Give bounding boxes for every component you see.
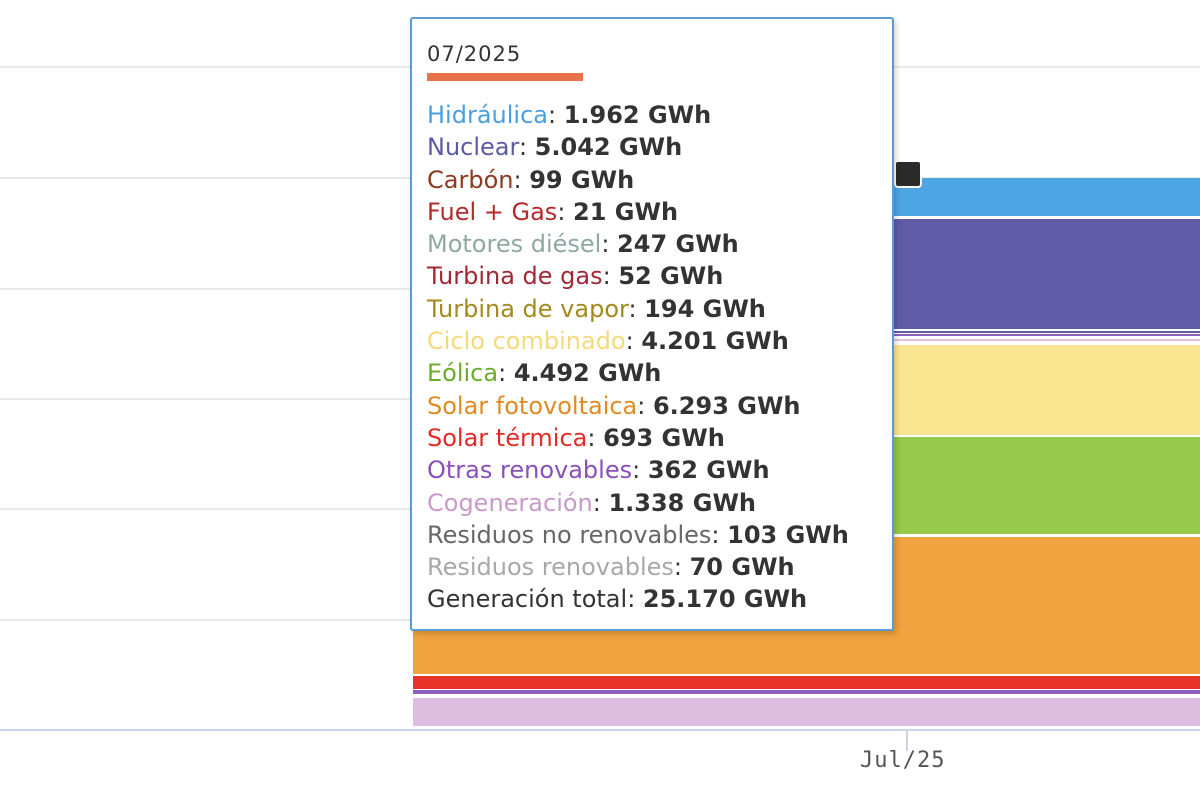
series-value: 247 GWh	[617, 230, 739, 259]
separator: :	[711, 520, 728, 549]
series-value: 4.492 GWh	[513, 359, 662, 388]
series-name: Nuclear	[427, 133, 519, 162]
separator: :	[592, 488, 609, 517]
tooltip-row: Solar térmica: 693 GWh	[427, 422, 878, 454]
separator: :	[498, 359, 514, 388]
series-name: Ciclo combinado	[427, 327, 626, 356]
series-name: Carbón	[427, 165, 514, 194]
area-band	[413, 676, 1200, 689]
series-value: 21 GWh	[573, 197, 679, 226]
separator: :	[587, 423, 604, 452]
series-name: Solar fotovoltaica	[427, 391, 638, 420]
series-name: Motores diésel	[427, 230, 602, 259]
series-value: 693 GWh	[603, 423, 725, 452]
area-band	[413, 698, 1200, 726]
series-value: 5.042 GWh	[534, 133, 683, 162]
tooltip-series-list: Hidráulica: 1.962 GWh Nuclear: 5.042 GWh C…	[427, 99, 878, 616]
series-name: Generación total	[427, 585, 628, 614]
separator: :	[547, 101, 564, 129]
series-value: 362 GWh	[647, 456, 770, 485]
separator: :	[625, 327, 642, 356]
series-value: 1.962 GWh	[563, 101, 712, 129]
series-name: Residuos renovables	[427, 553, 674, 582]
separator: :	[632, 456, 648, 485]
tooltip-row: Eólica: 4.492 GWh	[427, 357, 878, 389]
separator: :	[557, 197, 574, 226]
tooltip-row: Motores diésel: 247 GWh	[427, 228, 878, 260]
tooltip-row: Fuel + Gas: 21 GWh	[427, 196, 878, 228]
series-value: 4.201 GWh	[641, 327, 789, 356]
series-name: Turbina de gas	[427, 262, 603, 291]
tooltip-title-underline	[427, 73, 583, 81]
tooltip-row: Carbón: 99 GWh	[427, 164, 878, 196]
series-value: 70 GWh	[689, 553, 795, 582]
tooltip-row: Residuos renovables: 70 GWh	[427, 551, 878, 583]
series-name: Eólica	[427, 359, 499, 388]
tooltip-row: Hidráulica: 1.962 GWh	[427, 99, 878, 131]
tooltip-row: Turbina de gas: 52 GWh	[427, 260, 878, 292]
tooltip: 07/2025 Hidráulica: 1.962 GWh Nuclear: 5.…	[410, 17, 894, 631]
tooltip-title: 07/2025	[427, 42, 522, 66]
separator: :	[518, 133, 535, 162]
tooltip-row: Residuos no renovables: 103 GWh	[427, 519, 878, 551]
series-name: Turbina de vapor	[427, 294, 629, 323]
tooltip-row: Ciclo combinado: 4.201 GWh	[427, 325, 878, 357]
hover-marker[interactable]	[894, 160, 922, 188]
tooltip-row: Otras renovables: 362 GWh	[427, 454, 878, 486]
tooltip-row: Turbina de vapor: 194 GWh	[427, 293, 878, 325]
tooltip-row: Generación total: 25.170 GWh	[427, 583, 878, 615]
series-value: 103 GWh	[727, 520, 849, 549]
series-name: Hidráulica	[427, 101, 548, 129]
x-tick-label: Jul/25	[860, 748, 946, 773]
series-value: 1.338 GWh	[608, 488, 756, 517]
series-name: Fuel + Gas	[427, 197, 558, 226]
separator: :	[637, 391, 653, 420]
series-value: 25.170 GWh	[642, 585, 808, 614]
series-name: Solar térmica	[427, 423, 588, 452]
series-value: 52 GWh	[618, 262, 724, 291]
tooltip-row: Solar fotovoltaica: 6.293 GWh	[427, 390, 878, 422]
tooltip-row: Cogeneración: 1.338 GWh	[427, 487, 878, 519]
separator: :	[627, 585, 643, 614]
separator: :	[513, 165, 530, 194]
series-name: Cogeneración	[427, 488, 593, 517]
separator: :	[628, 294, 645, 323]
series-name: Otras renovables	[427, 456, 633, 485]
separator: :	[673, 553, 690, 582]
series-name: Residuos no renovables	[427, 520, 712, 549]
series-value: 6.293 GWh	[652, 391, 801, 420]
series-value: 99 GWh	[529, 165, 635, 194]
tooltip-row: Nuclear: 5.042 GWh	[427, 131, 878, 163]
separator: :	[601, 230, 618, 259]
separator: :	[602, 262, 619, 291]
area-band	[413, 690, 1200, 694]
series-value: 194 GWh	[644, 294, 766, 323]
